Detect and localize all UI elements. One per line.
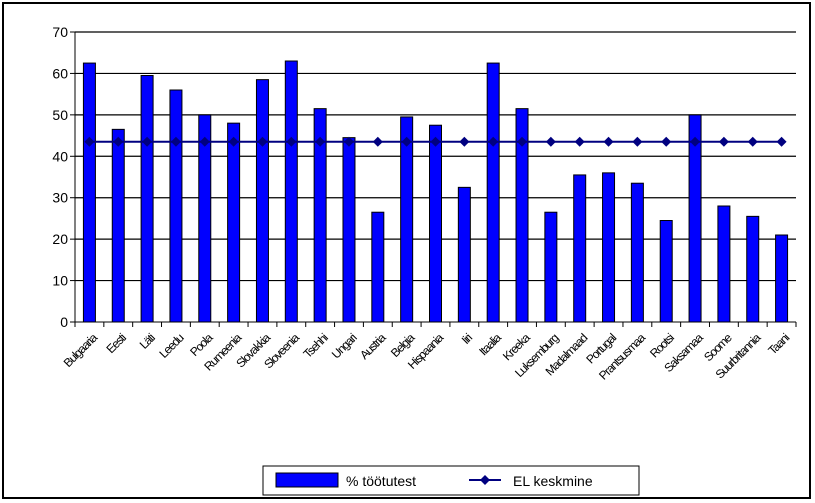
- bar-prantsusmaa: [630, 182, 644, 323]
- bar-luksemburg: [544, 211, 558, 323]
- x-tick-label-bulgaaria: Bulgaaria: [61, 330, 101, 370]
- eu-average-marker: [603, 136, 614, 147]
- eu-average-marker: [401, 136, 412, 147]
- y-tick-label: 50: [52, 107, 68, 123]
- x-tick-label-leedu: Leedu: [156, 331, 186, 361]
- bar-suurbritannia: [746, 215, 760, 323]
- y-tick-label: 70: [52, 24, 68, 40]
- eu-average-marker: [488, 136, 499, 147]
- x-tick-label-ungari: Ungari: [329, 331, 360, 362]
- eu-average-marker: [142, 136, 153, 147]
- y-tick-label: 60: [52, 65, 68, 81]
- bar-rootsi: [659, 220, 673, 323]
- eu-average-marker: [718, 136, 729, 147]
- eu-average-marker: [257, 136, 268, 147]
- bar-taani: [775, 234, 789, 323]
- x-tick-label-taani: Taani: [765, 331, 792, 358]
- eu-average-marker: [661, 136, 672, 147]
- x-tick-label-läti: Läti: [137, 331, 158, 352]
- bar-madalmaad: [573, 174, 587, 323]
- legend-label-bars: % töötutest: [346, 473, 416, 489]
- eu-average-series: [84, 136, 787, 147]
- y-tick-label: 40: [52, 148, 68, 164]
- bar-sloveenia: [284, 60, 298, 323]
- bar-iiri: [457, 186, 471, 323]
- chart-axes: [70, 31, 797, 327]
- y-tick-label: 20: [52, 231, 68, 247]
- eu-average-marker: [372, 136, 383, 147]
- y-tick-label: 30: [52, 190, 68, 206]
- eu-average-marker: [574, 136, 585, 147]
- horizontal-gridlines: [75, 31, 796, 282]
- bar-eesti: [111, 128, 125, 323]
- unemployment-bars: [82, 60, 789, 323]
- y-tick-label: 0: [60, 314, 68, 330]
- eu-average-marker: [459, 136, 470, 147]
- x-tick-label-austria: Austria: [357, 330, 389, 362]
- eu-average-marker: [170, 136, 181, 147]
- eu-average-marker: [113, 136, 124, 147]
- eu-average-marker: [690, 136, 701, 147]
- eu-average-marker: [545, 136, 556, 147]
- legend-average-marker: [480, 475, 490, 485]
- legend: % töötutest EL keskmine: [262, 465, 640, 496]
- eu-average-marker: [343, 136, 354, 147]
- legend-label-average: EL keskmine: [513, 473, 593, 489]
- eu-average-marker: [517, 136, 528, 147]
- eu-average-marker: [747, 136, 758, 147]
- x-tick-label-iiri: Iiri: [459, 331, 475, 347]
- bar-austria: [371, 211, 385, 323]
- eu-average-marker: [199, 136, 210, 147]
- y-axis-tick-labels: 0 10 20 30 40 50 60 70: [52, 24, 68, 330]
- bar-itaalia: [486, 62, 500, 323]
- bar-belgia: [400, 116, 414, 323]
- bar-rumeenia: [227, 122, 241, 323]
- eu-average-marker: [84, 136, 95, 147]
- eu-average-marker: [632, 136, 643, 147]
- bar-slovakkia: [255, 79, 269, 323]
- x-tick-label-tsehhi: Tsehhi: [300, 331, 330, 361]
- eu-average-marker: [776, 136, 787, 147]
- bar-portugal: [602, 172, 616, 323]
- eu-average-marker: [286, 136, 297, 147]
- eu-average-marker: [315, 136, 326, 147]
- x-axis-tick-labels: Bulgaaria Eesti Läti Leedu PoolaRumeeniaSlov…: [61, 330, 792, 382]
- bar-ungari: [342, 137, 356, 323]
- eu-average-marker: [430, 136, 441, 147]
- bar-leedu: [169, 89, 183, 323]
- bar-soome: [717, 205, 731, 323]
- x-tick-label-eesti: Eesti: [104, 331, 129, 356]
- y-tick-label: 10: [52, 273, 68, 289]
- eu-average-marker: [228, 136, 239, 147]
- legend-bar-swatch: [275, 472, 339, 488]
- bar-bulgaaria: [82, 62, 96, 323]
- bar-hispaania: [429, 124, 442, 323]
- bar-läti: [140, 75, 154, 323]
